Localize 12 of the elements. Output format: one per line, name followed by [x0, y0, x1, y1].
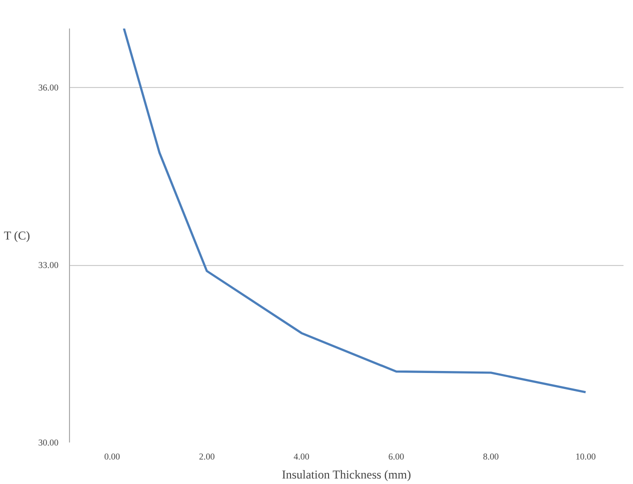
y-tick-label: 30.00 [38, 438, 59, 448]
x-axis-title: Insulation Thickness (mm) [282, 468, 411, 482]
x-tick-label: 6.00 [388, 452, 405, 462]
line-series [122, 28, 587, 394]
y-tick-label: 33.00 [38, 260, 59, 270]
x-tick-label: 2.00 [198, 452, 216, 462]
x-tick-label: 0.00 [104, 452, 120, 462]
x-tick-label: 4.00 [294, 452, 310, 462]
x-tick-label: 10.00 [575, 452, 596, 462]
y-tick-label: 36.00 [38, 82, 59, 93]
x-tick-label: 8.00 [483, 452, 500, 462]
y-axis-title: T (C) [4, 228, 30, 242]
